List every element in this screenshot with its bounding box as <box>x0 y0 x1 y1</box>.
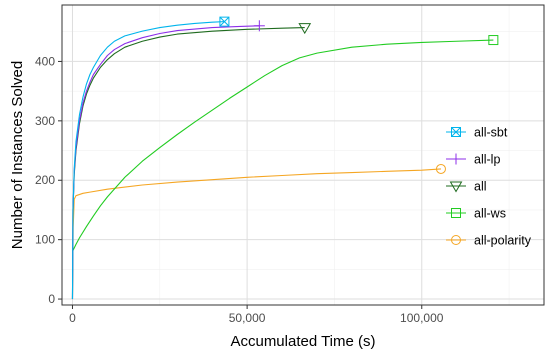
legend-label: all-ws <box>474 207 506 221</box>
legend-item-all-sbt: all-sbt <box>446 126 508 140</box>
series-end-marker-all-lp <box>253 20 265 32</box>
legend-key-marker <box>450 153 462 165</box>
y-tick-label: 400 <box>35 54 55 68</box>
legend-item-all-lp: all-lp <box>446 153 500 167</box>
series-lines <box>71 21 494 300</box>
legend: all-sbt all-lp all all-ws all-polarity <box>446 126 532 248</box>
series-end-markers <box>219 16 499 174</box>
panel-border <box>61 4 545 306</box>
legend-item-all: all <box>446 180 487 194</box>
legend-key-marker <box>451 127 461 137</box>
y-axis-title: Number of Instances Solved <box>9 61 26 249</box>
axes: 0 50,000 100,000 0 100 200 300 400 <box>35 54 444 325</box>
x-tick-label: 50,000 <box>229 311 266 325</box>
y-tick-label: 0 <box>48 292 55 306</box>
series-line-all <box>71 27 305 300</box>
legend-label: all-polarity <box>474 234 532 248</box>
y-tick-label: 100 <box>35 233 55 247</box>
series-line-all-polarity <box>71 168 441 300</box>
legend-label: all <box>474 180 487 194</box>
legend-key-marker <box>449 181 463 193</box>
grid <box>62 5 544 305</box>
legend-key-marker <box>451 208 461 218</box>
x-axis-title: Accumulated Time (s) <box>230 333 375 350</box>
series-line-all-sbt <box>71 21 225 300</box>
legend-item-all-polarity: all-polarity <box>446 234 532 248</box>
legend-label: all-lp <box>474 153 500 167</box>
series-end-marker-all-sbt <box>219 16 230 27</box>
series-end-marker-all-polarity <box>435 163 446 174</box>
legend-label: all-sbt <box>474 126 508 140</box>
series-end-marker-all-ws <box>488 35 499 46</box>
series-end-marker-all <box>298 23 312 35</box>
legend-key-marker <box>451 235 461 245</box>
series-line-all-ws <box>71 39 494 252</box>
x-tick-label: 0 <box>69 311 76 325</box>
y-tick-label: 300 <box>35 114 55 128</box>
legend-item-all-ws: all-ws <box>446 207 506 221</box>
x-tick-label: 100,000 <box>400 311 444 325</box>
y-tick-label: 200 <box>35 173 55 187</box>
